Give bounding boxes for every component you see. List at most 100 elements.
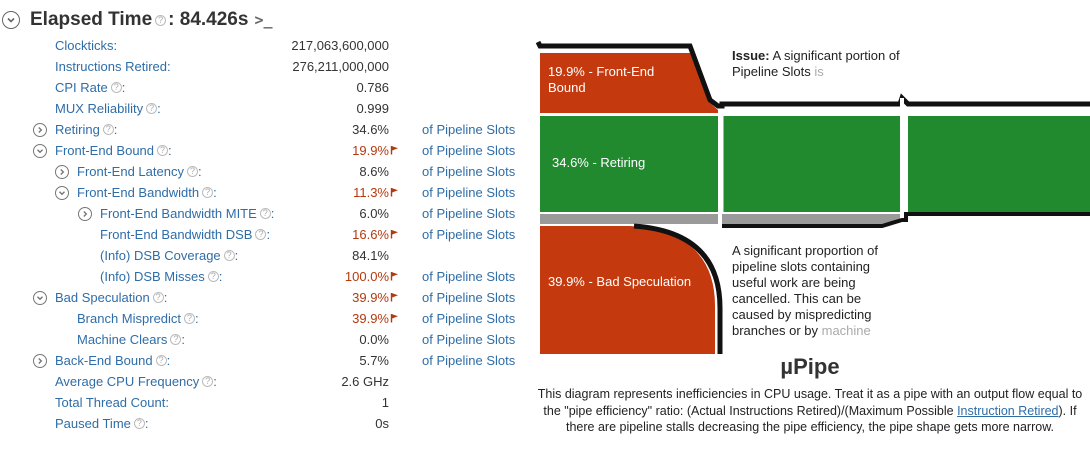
metric-row[interactable]: Front-End Bandwidth?: 11.3% of Pipeline Sl… [0, 183, 530, 204]
metric-value: 39.9% [352, 290, 399, 305]
metric-value-text: 16.6% [352, 227, 389, 242]
metric-label: Bad Speculation?: [33, 290, 167, 305]
metric-label: Clockticks: [55, 38, 117, 53]
metric-name: Bad Speculation [55, 290, 150, 305]
metric-name: Average CPU Frequency [55, 374, 200, 389]
metric-name: Machine Clears [77, 332, 168, 347]
metric-label: Average CPU Frequency?: [55, 374, 217, 389]
expand-chevron-icon[interactable] [78, 206, 92, 221]
metric-row: Branch Mispredict?: 39.9% of Pipeline Slot… [0, 309, 530, 330]
metric-unit: of Pipeline Slots [422, 269, 516, 284]
metric-label: Retiring?: [33, 122, 117, 137]
elapsed-time-value: : 84.426s [168, 9, 249, 30]
warning-flag-icon [390, 269, 399, 284]
metric-value: 16.6% [352, 227, 399, 242]
metric-row[interactable]: Retiring?: 34.6% of Pipeline Slots [0, 120, 530, 141]
metric-label: (Info) DSB Coverage?: [100, 248, 238, 263]
metric-label: Branch Mispredict?: [77, 311, 199, 326]
metric-label: Machine Clears?: [77, 332, 185, 347]
metric-value-text: 2.6 GHz [341, 374, 389, 389]
collapse-chevron-icon[interactable] [55, 185, 69, 200]
metric-value: 2.6 GHz [341, 374, 399, 389]
metric-value: 8.6% [359, 164, 399, 179]
help-icon[interactable]: ? [155, 14, 167, 26]
collapse-chevron-icon[interactable] [33, 143, 47, 158]
bad-speculation-issue-text: A significant proportion of pipeline slo… [732, 243, 904, 339]
metric-row[interactable]: Front-End Bound?: 19.9% of Pipeline Slots [0, 141, 530, 162]
metric-colon: : [234, 248, 239, 263]
metric-row: MUX Reliability?: 0.999 [0, 99, 530, 120]
metric-name: Branch Mispredict [77, 311, 182, 326]
help-icon[interactable]: ? [186, 166, 198, 177]
warning-flag-icon [390, 185, 399, 200]
metric-row[interactable]: Front-End Latency?: 8.6% of Pipeline Slots [0, 162, 530, 183]
metric-row: Average CPU Frequency?: 2.6 GHz [0, 372, 530, 393]
metric-name: CPI Rate [55, 80, 108, 95]
metric-label: Total Thread Count: [55, 395, 169, 410]
pipe-bottom-right-outline [722, 212, 1090, 228]
metric-row[interactable]: Front-End Bandwidth MITE?: 6.0% of Pipelin… [0, 204, 530, 225]
metric-value: 6.0% [359, 206, 399, 221]
metric-row: Clockticks: 217,063,600,000 [0, 36, 530, 57]
metric-value: 39.9% [352, 311, 399, 326]
metric-name: (Info) DSB Misses [100, 269, 205, 284]
help-icon[interactable]: ? [259, 208, 271, 219]
help-icon[interactable]: ? [184, 313, 196, 324]
bad-speculation-segment[interactable] [540, 226, 715, 354]
metric-value-text: 100.0% [344, 269, 389, 284]
help-icon[interactable]: ? [146, 103, 158, 114]
metric-value-text: 0s [375, 416, 389, 431]
metric-name: Instructions Retired: [55, 59, 171, 74]
metric-label: Front-End Bound?: [33, 143, 172, 158]
collapse-chevron-icon[interactable] [2, 11, 20, 29]
metric-label: Back-End Bound?: [33, 353, 170, 368]
metrics-table: Clockticks: 217,063,600,000 Instructions R… [0, 36, 530, 435]
metric-value: 217,063,600,000 [291, 38, 399, 53]
metric-colon: : [113, 122, 118, 137]
metric-colon: : [213, 185, 217, 200]
metric-row[interactable]: Back-End Bound?: 5.7% of Pipeline Slots [0, 351, 530, 372]
expand-chevron-icon[interactable] [55, 164, 69, 179]
help-icon[interactable]: ? [202, 187, 214, 198]
help-icon[interactable]: ? [152, 292, 164, 303]
metric-value-text: 6.0% [359, 206, 389, 221]
metric-colon: : [197, 164, 202, 179]
metric-row: (Info) DSB Coverage?: 84.1% [0, 246, 530, 267]
metric-colon: : [218, 269, 223, 284]
instruction-retired-link[interactable]: Instruction Retired [957, 403, 1059, 418]
metric-unit: of Pipeline Slots [422, 290, 516, 305]
help-icon[interactable]: ? [202, 376, 214, 387]
metric-unit: of Pipeline Slots [422, 227, 516, 242]
pipe-lower-outline [633, 223, 723, 354]
help-icon[interactable]: ? [155, 355, 167, 366]
help-icon[interactable]: ? [223, 250, 235, 261]
metric-row: CPI Rate?: 0.786 [0, 78, 530, 99]
metric-value-text: 8.6% [359, 164, 389, 179]
expand-chevron-icon[interactable] [33, 122, 47, 137]
front-end-bound-segment[interactable] [540, 53, 718, 113]
metric-row[interactable]: Bad Speculation?: 39.9% of Pipeline Slots [0, 288, 530, 309]
help-icon[interactable]: ? [157, 145, 169, 156]
metric-value-text: 19.9% [352, 143, 389, 158]
metric-value-text: 34.6% [352, 122, 389, 137]
front-end-bound-label: 19.9% - Front-End Bound [548, 64, 655, 95]
help-icon[interactable]: ? [255, 229, 267, 240]
expand-chevron-icon[interactable] [33, 353, 47, 368]
help-icon[interactable]: ? [133, 418, 145, 429]
help-icon[interactable]: ? [170, 334, 182, 345]
collapse-chevron-icon[interactable] [33, 290, 47, 305]
metric-row: (Info) DSB Misses?: 100.0% of Pipeline Slo… [0, 267, 530, 288]
retiring-segment[interactable] [540, 116, 718, 212]
metric-row: Paused Time?: 0s [0, 414, 530, 435]
metric-value-text: 5.7% [359, 353, 389, 368]
metric-value-text: 276,211,000,000 [292, 59, 389, 74]
metric-value: 0.786 [356, 80, 399, 95]
help-icon[interactable]: ? [102, 124, 114, 135]
help-icon[interactable]: ? [110, 82, 122, 93]
metric-colon: : [121, 80, 126, 95]
metric-unit: of Pipeline Slots [422, 206, 516, 221]
command-line-icon[interactable]: >_ [254, 11, 273, 29]
help-icon[interactable]: ? [207, 271, 219, 282]
metric-row: Total Thread Count: 1 [0, 393, 530, 414]
pipe-svg [535, 40, 1090, 354]
